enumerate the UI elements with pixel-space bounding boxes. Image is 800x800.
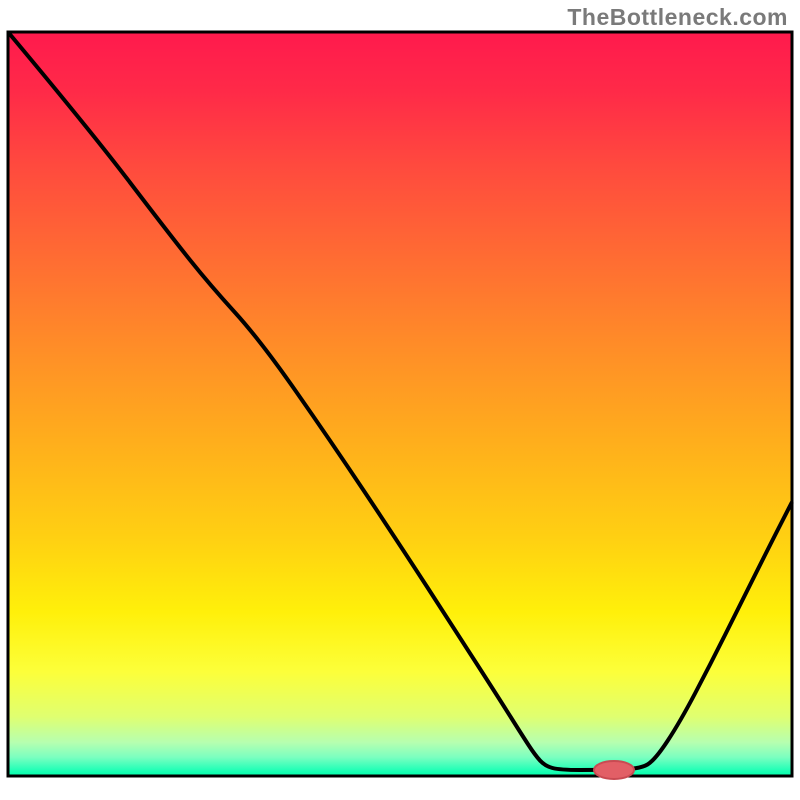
plot-background (8, 32, 792, 776)
watermark-text: TheBottleneck.com (567, 4, 788, 31)
optimal-marker (594, 761, 634, 779)
chart-container: TheBottleneck.com (0, 0, 800, 800)
bottleneck-chart (0, 0, 800, 800)
